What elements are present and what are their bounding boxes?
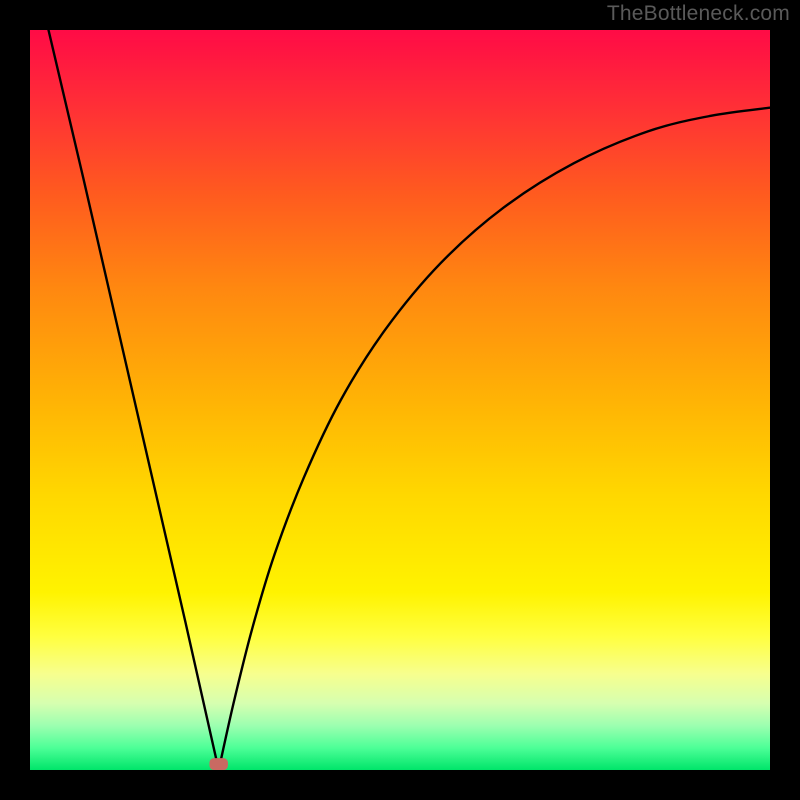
credit-text: TheBottleneck.com	[607, 2, 790, 26]
bottleneck-chart	[0, 0, 800, 800]
min-marker	[209, 758, 228, 770]
plot-background-gradient	[30, 30, 770, 770]
figure-root: { "credit": "TheBottleneck.com", "credit…	[0, 0, 800, 800]
